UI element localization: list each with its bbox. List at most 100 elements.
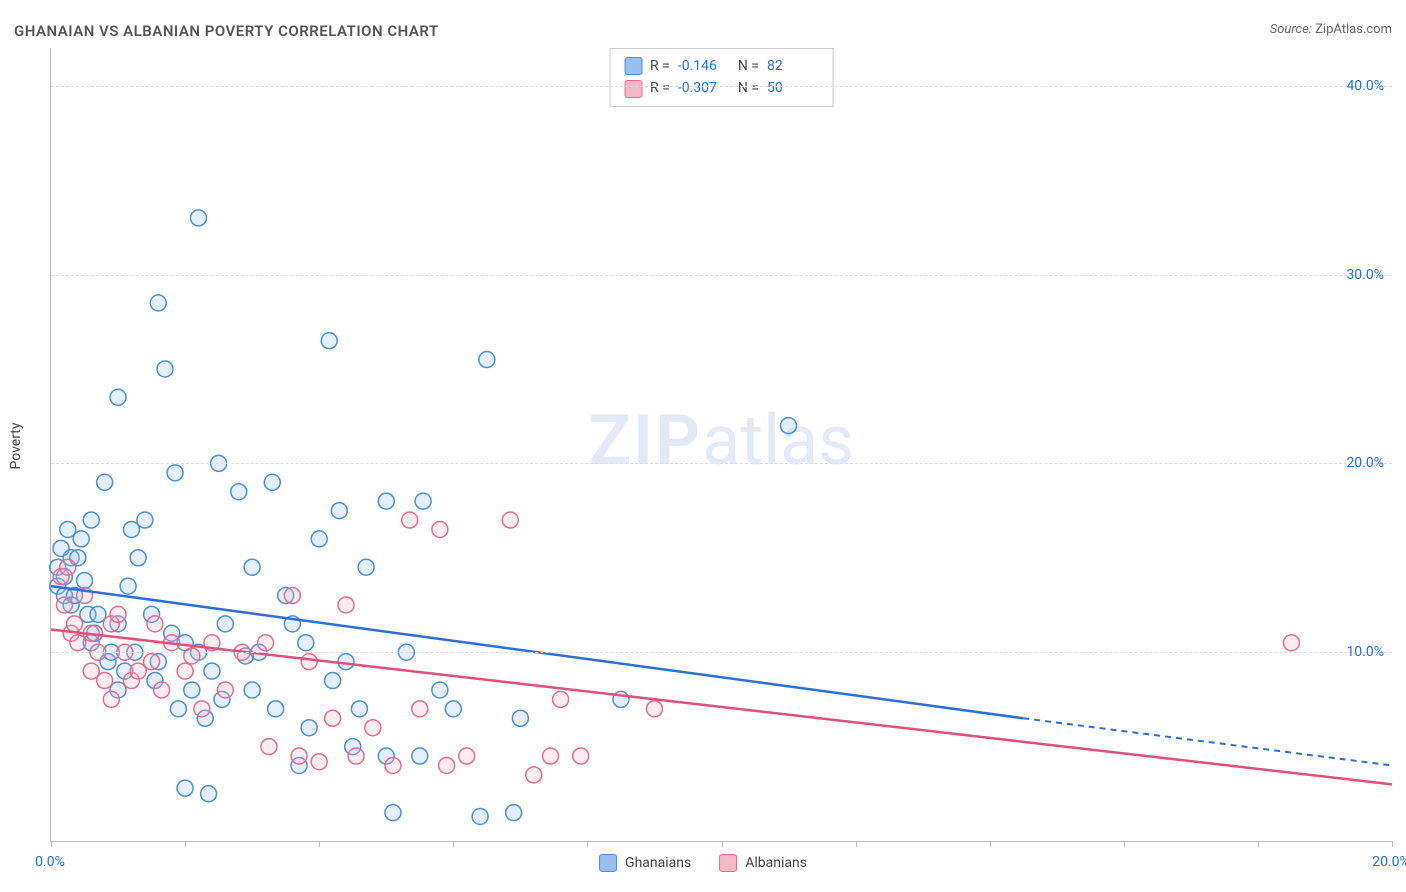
scatter-point-ghanaians: [331, 503, 347, 519]
scatter-point-albanians: [338, 597, 354, 613]
gridline-h: [51, 652, 1392, 653]
legend-item-ghanaians: Ghanaians: [599, 854, 691, 872]
scatter-point-ghanaians: [268, 701, 284, 717]
series-legend: Ghanaians Albanians: [599, 854, 807, 872]
scatter-point-ghanaians: [264, 474, 280, 490]
x-tick: [319, 841, 320, 847]
scatter-point-albanians: [439, 757, 455, 773]
scatter-point-ghanaians: [321, 333, 337, 349]
x-tick-label: 0.0%: [35, 854, 65, 870]
scatter-point-ghanaians: [311, 531, 327, 547]
x-tick: [856, 841, 857, 847]
scatter-point-ghanaians: [73, 531, 89, 547]
scatter-point-ghanaians: [110, 389, 126, 405]
y-axis-label: Poverty: [8, 422, 24, 469]
scatter-point-albanians: [66, 616, 82, 632]
gridline-h: [51, 275, 1392, 276]
scatter-point-albanians: [184, 648, 200, 664]
scatter-point-ghanaians: [298, 635, 314, 651]
scatter-point-albanians: [103, 691, 119, 707]
swatch-albanians: [719, 854, 737, 872]
scatter-point-albanians: [573, 748, 589, 764]
gridline-h: [51, 463, 1392, 464]
scatter-point-ghanaians: [77, 572, 93, 588]
scatter-point-ghanaians: [137, 512, 153, 528]
scatter-point-albanians: [194, 701, 210, 717]
scatter-point-ghanaians: [217, 616, 233, 632]
scatter-point-ghanaians: [506, 805, 522, 821]
scatter-point-albanians: [526, 767, 542, 783]
scatter-point-albanians: [147, 616, 163, 632]
y-tick-label: 40.0%: [1346, 78, 1384, 94]
x-tick: [185, 841, 186, 847]
scatter-point-ghanaians: [120, 578, 136, 594]
legend-label-ghanaians: Ghanaians: [625, 855, 691, 871]
scatter-point-albanians: [412, 701, 428, 717]
scatter-point-albanians: [301, 654, 317, 670]
scatter-point-ghanaians: [150, 295, 166, 311]
scatter-point-ghanaians: [512, 710, 528, 726]
scatter-point-ghanaians: [184, 682, 200, 698]
scatter-point-ghanaians: [191, 210, 207, 226]
scatter-point-ghanaians: [479, 352, 495, 368]
chart-container: GHANAIAN VS ALBANIAN POVERTY CORRELATION…: [0, 0, 1406, 892]
x-tick: [990, 841, 991, 847]
source-prefix: Source:: [1270, 22, 1315, 37]
scatter-point-ghanaians: [244, 682, 260, 698]
scatter-point-albanians: [144, 654, 160, 670]
y-tick-label: 30.0%: [1346, 267, 1384, 283]
y-tick-label: 10.0%: [1346, 644, 1384, 660]
scatter-point-ghanaians: [325, 673, 341, 689]
scatter-point-ghanaians: [231, 484, 247, 500]
scatter-point-ghanaians: [301, 720, 317, 736]
scatter-point-ghanaians: [167, 465, 183, 481]
scatter-point-ghanaians: [378, 493, 394, 509]
scatter-point-ghanaians: [432, 682, 448, 698]
scatter-point-albanians: [348, 748, 364, 764]
chart-title: GHANAIAN VS ALBANIAN POVERTY CORRELATION…: [14, 22, 439, 40]
gridline-h: [51, 86, 1392, 87]
scatter-point-ghanaians: [97, 474, 113, 490]
scatter-point-ghanaians: [358, 559, 374, 575]
scatter-point-albanians: [60, 559, 76, 575]
scatter-point-ghanaians: [204, 663, 220, 679]
scatter-point-ghanaians: [130, 550, 146, 566]
source-attribution: Source: ZipAtlas.com: [1270, 22, 1392, 37]
scatter-point-ghanaians: [170, 701, 186, 717]
scatter-point-ghanaians: [781, 418, 797, 434]
x-tick: [453, 841, 454, 847]
scatter-point-ghanaians: [244, 559, 260, 575]
swatch-ghanaians: [599, 854, 617, 872]
trend-line-ext-ghanaians: [1023, 718, 1392, 765]
scatter-point-albanians: [402, 512, 418, 528]
scatter-point-albanians: [1283, 635, 1299, 651]
scatter-point-ghanaians: [472, 808, 488, 824]
scatter-point-albanians: [291, 748, 307, 764]
plot-area: ZIPatlas R = -0.146 N = 82 R = -0.307 N …: [50, 48, 1392, 842]
scatter-point-albanians: [154, 682, 170, 698]
x-tick: [51, 841, 52, 847]
scatter-point-albanians: [553, 691, 569, 707]
x-tick: [1392, 841, 1393, 847]
scatter-point-albanians: [502, 512, 518, 528]
scatter-point-ghanaians: [385, 805, 401, 821]
scatter-point-albanians: [543, 748, 559, 764]
scatter-point-albanians: [258, 635, 274, 651]
scatter-point-albanians: [97, 673, 113, 689]
scatter-point-albanians: [459, 748, 475, 764]
legend-item-albanians: Albanians: [719, 854, 807, 872]
scatter-point-ghanaians: [338, 654, 354, 670]
y-tick-label: 20.0%: [1346, 455, 1384, 471]
scatter-point-albanians: [432, 521, 448, 537]
scatter-point-ghanaians: [157, 361, 173, 377]
scatter-point-albanians: [325, 710, 341, 726]
x-tick: [1258, 841, 1259, 847]
scatter-point-ghanaians: [177, 780, 193, 796]
x-tick: [722, 841, 723, 847]
scatter-point-albanians: [217, 682, 233, 698]
scatter-point-ghanaians: [351, 701, 367, 717]
scatter-point-ghanaians: [412, 748, 428, 764]
scatter-point-ghanaians: [445, 701, 461, 717]
scatter-point-ghanaians: [201, 786, 217, 802]
legend-label-albanians: Albanians: [745, 855, 807, 871]
